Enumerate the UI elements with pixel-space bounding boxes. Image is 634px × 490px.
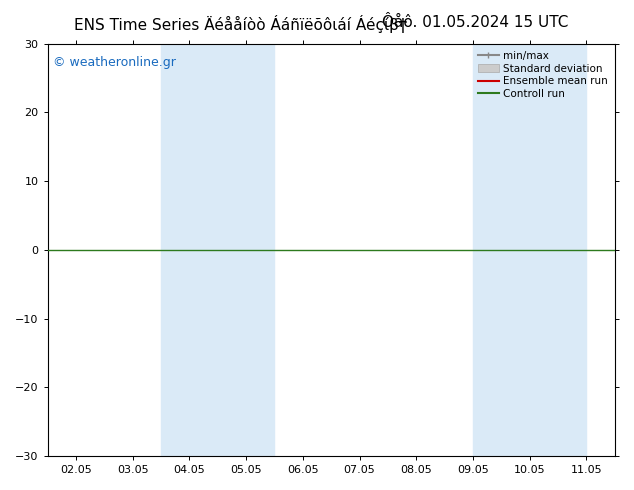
Bar — [161, 44, 275, 456]
Text: ENS Time Series Äéååíòò Ááñïëõôιáí Áéçίβϯ: ENS Time Series Äéååíòò Ááñïëõôιáí Áéçίβ… — [74, 15, 408, 33]
Bar — [473, 44, 586, 456]
Text: © weatheronline.gr: © weatheronline.gr — [53, 56, 176, 69]
Legend: min/max, Standard deviation, Ensemble mean run, Controll run: min/max, Standard deviation, Ensemble me… — [476, 49, 610, 101]
Text: Ôåô. 01.05.2024 15 UTC: Ôåô. 01.05.2024 15 UTC — [382, 15, 569, 30]
